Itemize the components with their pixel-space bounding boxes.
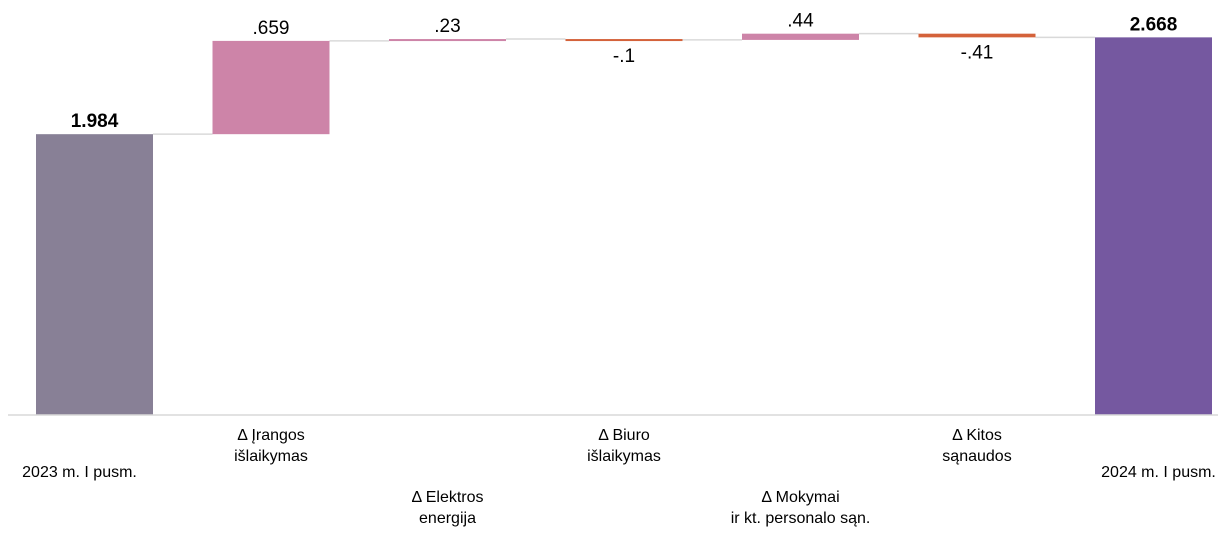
category-label-1-1: išlaikymas — [234, 448, 308, 465]
category-label-3-1: išlaikymas — [587, 448, 661, 465]
value-label-1: .659 — [253, 18, 290, 39]
value-label-2: .23 — [434, 16, 460, 37]
value-label-3: -.1 — [613, 46, 635, 67]
category-label-5-1: sąnaudos — [942, 448, 1011, 465]
bar-1 — [212, 40, 330, 135]
category-labels: 2023 m. I pusm. Δ Įrangos išlaikymas Δ Elek… — [22, 427, 1216, 527]
category-label-3-0: Δ Biuro — [598, 427, 650, 444]
bar-2 — [389, 39, 506, 42]
bar-4 — [742, 33, 859, 40]
category-label-0-0: 2023 m. I pusm. — [22, 464, 137, 481]
value-label-4: .44 — [787, 11, 814, 32]
category-label-4-1: ir kt. personalo sąn. — [731, 510, 871, 527]
bar-5 — [918, 33, 1036, 38]
bars — [36, 33, 1212, 416]
value-label-6: 2.668 — [1130, 14, 1178, 35]
category-label-4-0: Δ Mokymai — [761, 489, 839, 506]
category-label-6-0: 2024 m. I pusm. — [1101, 464, 1216, 481]
category-label-5-0: Δ Kitos — [952, 427, 1002, 444]
connector-lines — [153, 32, 1095, 135]
bar-3 — [565, 39, 683, 42]
bar-6 — [1095, 37, 1212, 416]
value-labels: 1.984 .659 .23 -.1 .44 -.41 2.668 — [71, 11, 1178, 132]
category-label-2-0: Δ Elektros — [411, 489, 483, 506]
category-label-2-1: energija — [419, 510, 476, 527]
bar-0 — [36, 134, 153, 416]
value-label-0: 1.984 — [71, 111, 119, 132]
category-label-1-0: Δ Įrangos — [237, 427, 305, 444]
value-label-5: -.41 — [961, 42, 994, 63]
